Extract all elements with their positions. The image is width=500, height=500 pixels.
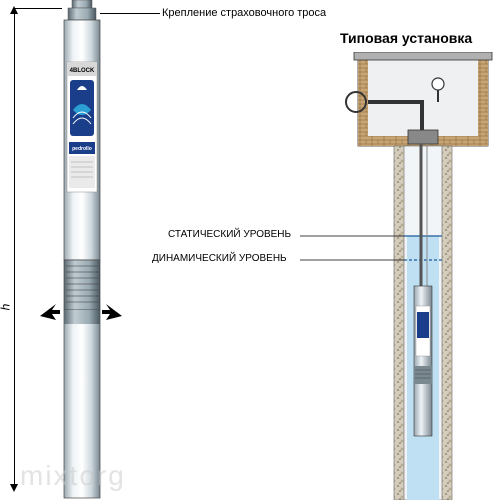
label-cable-mount: Крепление страховочного троса (162, 7, 326, 19)
right-install-svg (300, 52, 500, 500)
watermark: mixtorg (20, 460, 126, 492)
title-typical-install: Типовая установка (340, 30, 472, 46)
svg-text:pedrollo: pedrollo (72, 146, 92, 152)
label-dynamic-level: ДИНАМИЧЕСКИЙ УРОВЕНЬ (152, 253, 287, 264)
dim-tick-top (14, 8, 62, 9)
label-static-level: СТАТИЧЕСКИЙ УРОВЕНЬ (168, 229, 291, 240)
dim-h-arrow-bot (10, 484, 18, 492)
dim-h-label: h (0, 304, 12, 311)
dim-h-line (14, 8, 15, 490)
leader-cable (100, 13, 160, 14)
left-pump-svg: 4BLOCK pedrollo (60, 0, 104, 500)
svg-text:4BLOCK: 4BLOCK (70, 68, 95, 74)
inlet-arrows (38, 298, 124, 322)
